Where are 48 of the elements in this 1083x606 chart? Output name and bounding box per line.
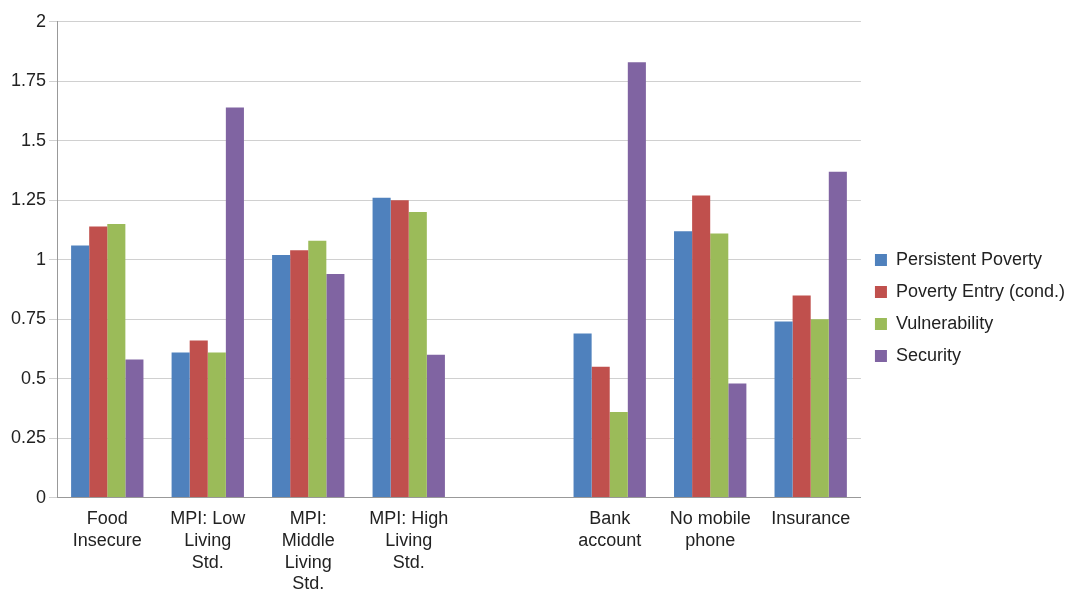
bar (792, 295, 811, 498)
bar (272, 254, 291, 498)
bar (125, 359, 144, 498)
legend-label: Vulnerability (895, 312, 994, 333)
x-tick-label: Insurance (771, 508, 851, 529)
bar (774, 321, 793, 498)
bar (828, 171, 847, 498)
bar (308, 240, 327, 498)
bar (810, 319, 829, 498)
bar (89, 226, 108, 498)
bar (189, 340, 208, 498)
bar (290, 250, 309, 498)
x-tick-label: MPI: Low Living Std. (170, 508, 247, 572)
y-tick-label: 2 (36, 10, 47, 31)
bar (71, 245, 90, 498)
bar (390, 200, 409, 498)
bar (372, 197, 391, 498)
x-tick-label: No mobile phone (669, 508, 751, 550)
legend-label: Security (895, 344, 961, 365)
bar (573, 333, 592, 498)
bar (326, 273, 345, 498)
legend-label: Poverty Entry (cond.) (895, 280, 1065, 301)
x-tick-label: MPI: Middle Living Std. (281, 508, 335, 594)
bar (591, 366, 610, 498)
bar (728, 383, 747, 498)
x-tick-label: MPI: High Living Std. (369, 508, 449, 572)
y-tick-label: 0.5 (21, 367, 47, 388)
bar (171, 352, 190, 498)
bar (710, 233, 729, 498)
y-tick-label: 0 (36, 486, 47, 507)
legend-label: Persistent Poverty (895, 248, 1042, 269)
bar (207, 352, 226, 498)
bar (674, 231, 693, 498)
bar (426, 354, 445, 498)
y-tick-label: 0.25 (10, 427, 47, 448)
bar (609, 411, 628, 498)
bar (692, 195, 711, 498)
x-tick-label: Food Insecure (72, 508, 142, 550)
y-tick-label: 1.5 (21, 129, 47, 150)
y-tick-label: 1.75 (10, 70, 47, 91)
y-tick-label: 1.25 (10, 189, 47, 210)
bar (627, 62, 646, 498)
x-tick-label: Bank account (578, 508, 642, 550)
bar (107, 224, 126, 498)
bar (225, 107, 244, 498)
y-tick-label: 1 (36, 248, 47, 269)
y-tick-label: 0.75 (10, 308, 47, 329)
bar (408, 212, 427, 498)
